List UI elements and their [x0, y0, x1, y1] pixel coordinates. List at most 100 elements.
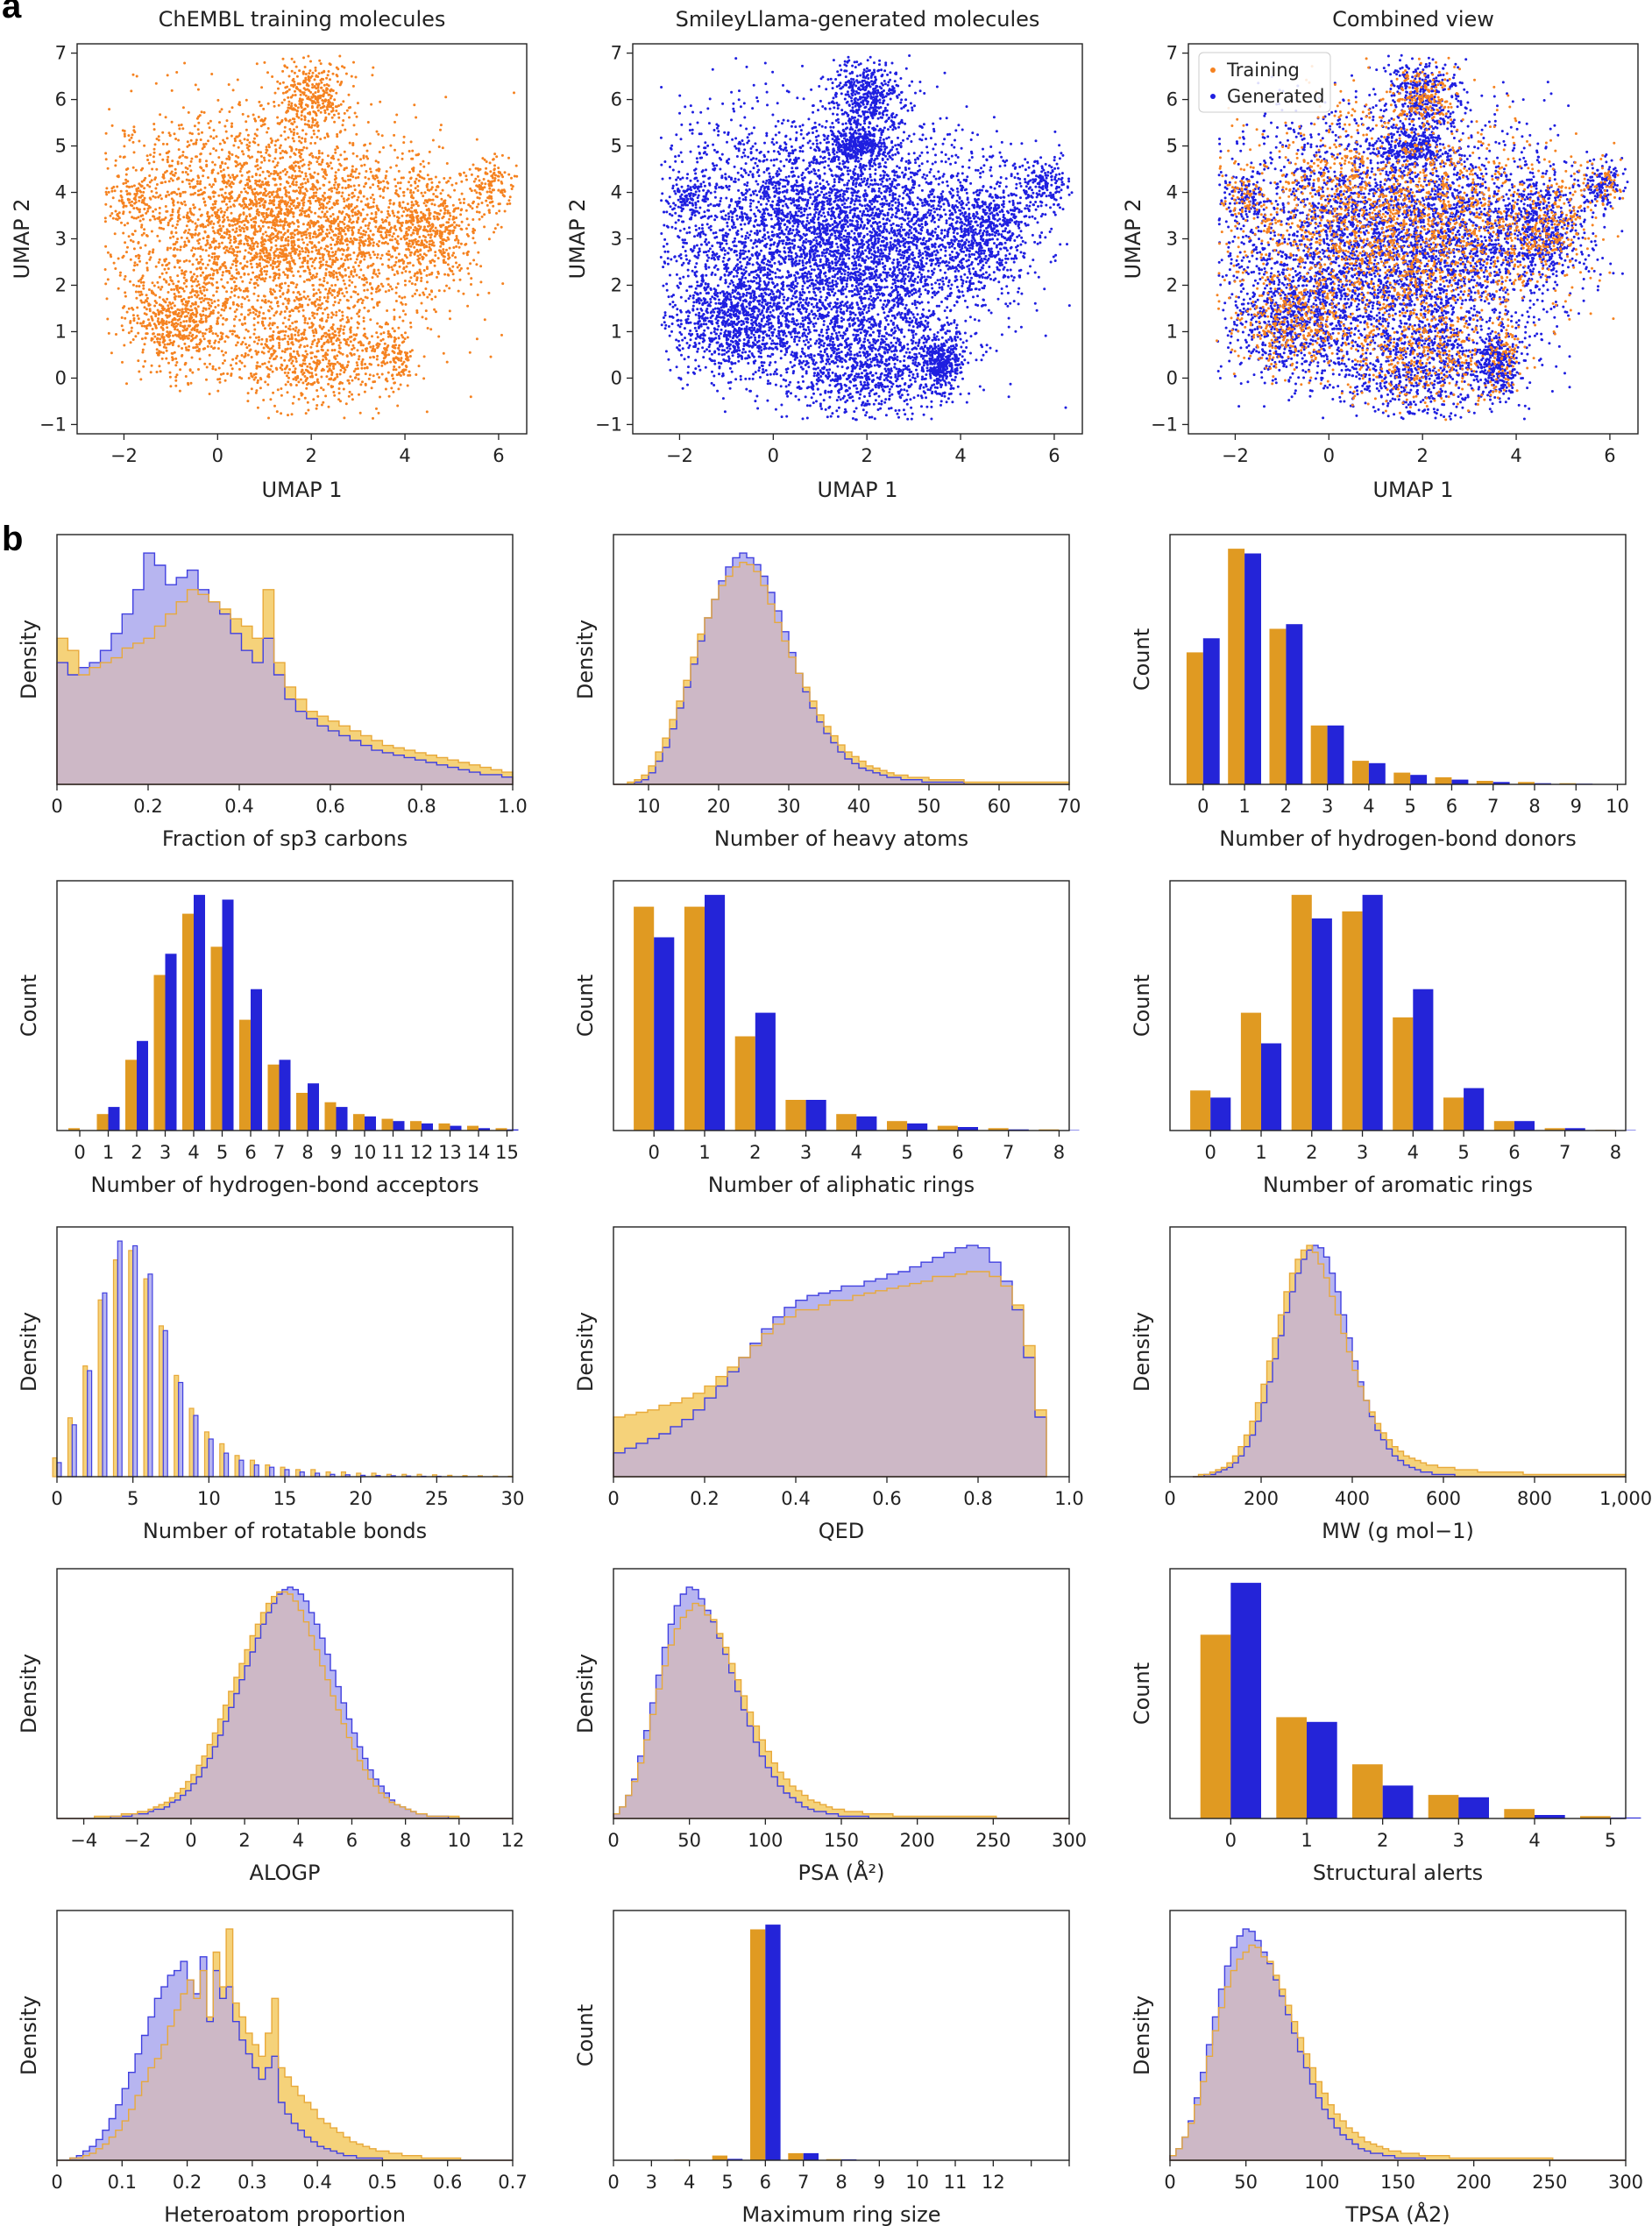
scatter-point	[277, 224, 280, 227]
scatter-point	[243, 230, 245, 233]
scatter-point	[209, 305, 212, 308]
scatter-point	[387, 283, 390, 286]
scatter-point	[338, 334, 341, 337]
scatter-point	[390, 266, 393, 268]
scatter-point	[446, 361, 449, 364]
scatter-point	[443, 352, 445, 355]
scatter-point	[378, 272, 380, 274]
scatter-point	[248, 141, 251, 144]
scatter-point	[308, 272, 311, 274]
scatter-point	[252, 248, 254, 251]
scatter-point	[345, 205, 348, 208]
scatter-point	[244, 323, 246, 325]
scatter-point	[170, 230, 173, 233]
scatter-point	[295, 87, 298, 89]
scatter-point	[272, 371, 274, 373]
scatter-point	[165, 205, 167, 208]
scatter-point	[235, 362, 238, 365]
scatter-point	[202, 335, 204, 337]
scatter-point	[259, 306, 262, 308]
scatter-point	[204, 204, 207, 207]
scatter-point	[253, 379, 256, 381]
scatter-point	[216, 135, 218, 138]
scatter-point	[340, 365, 343, 367]
scatter-point	[439, 129, 442, 131]
scatter-point	[138, 260, 141, 263]
scatter-point	[237, 136, 239, 138]
scatter-point	[295, 283, 298, 286]
scatter-point	[229, 200, 231, 202]
scatter-point	[140, 195, 143, 197]
scatter-point	[279, 260, 281, 263]
scatter-point	[337, 337, 339, 340]
scatter-point	[265, 189, 267, 192]
scatter-point	[352, 221, 355, 223]
scatter-point	[190, 139, 193, 142]
scatter-point	[304, 123, 307, 125]
scatter-point	[238, 319, 241, 322]
scatter-point	[476, 138, 479, 141]
scatter-point	[238, 217, 241, 220]
scatter-point	[323, 137, 326, 139]
scatter-point	[417, 204, 420, 207]
scatter-point	[151, 290, 153, 293]
scatter-point	[301, 235, 303, 237]
scatter-point	[234, 287, 237, 290]
scatter-point	[275, 266, 278, 268]
scatter-point	[230, 291, 233, 294]
scatter-point	[324, 177, 327, 180]
scatter-point	[321, 328, 323, 330]
scatter-point	[338, 347, 341, 350]
scatter-point	[128, 331, 131, 334]
scatter-point	[317, 216, 320, 218]
scatter-point	[501, 282, 504, 285]
scatter-point	[288, 337, 291, 340]
scatter-point	[265, 152, 267, 154]
scatter-point	[161, 131, 164, 134]
scatter-point	[298, 191, 301, 194]
scatter-point	[216, 287, 218, 289]
scatter-point	[138, 317, 140, 320]
scatter-point	[196, 275, 199, 278]
scatter-point	[301, 209, 304, 212]
scatter-point	[282, 92, 285, 95]
scatter-point	[284, 202, 287, 205]
scatter-point	[303, 345, 306, 348]
scatter-point	[372, 245, 374, 247]
scatter-point	[254, 276, 257, 279]
scatter-point	[315, 356, 317, 358]
scatter-point	[301, 369, 304, 372]
scatter-point	[262, 124, 265, 126]
scatter-point	[363, 284, 365, 287]
scatter-point	[360, 165, 363, 167]
scatter-point	[309, 142, 312, 145]
scatter-point	[303, 280, 306, 283]
scatter-point	[368, 343, 371, 345]
scatter-point	[252, 293, 255, 295]
scatter-point	[300, 94, 302, 96]
scatter-point	[286, 181, 288, 183]
scatter-point	[287, 202, 289, 204]
scatter-point	[204, 332, 207, 335]
scatter-point	[346, 316, 349, 319]
scatter-point	[500, 334, 503, 337]
scatter-point	[304, 379, 307, 382]
scatter-point	[253, 138, 256, 140]
scatter-point	[228, 110, 230, 113]
scatter-point	[225, 186, 228, 188]
scatter-point	[430, 298, 433, 301]
scatter-point	[330, 190, 333, 193]
scatter-point	[334, 174, 337, 177]
scatter-point	[138, 280, 140, 282]
scatter-point	[332, 270, 335, 273]
scatter-point	[294, 160, 297, 163]
scatter-point	[178, 336, 181, 338]
scatter-point	[343, 332, 345, 335]
scatter-point	[220, 227, 223, 230]
scatter-point	[124, 295, 127, 298]
scatter-point	[279, 176, 281, 179]
scatter-point	[168, 180, 171, 182]
scatter-point	[254, 192, 257, 195]
scatter-point	[296, 351, 299, 353]
scatter-point	[350, 258, 352, 260]
